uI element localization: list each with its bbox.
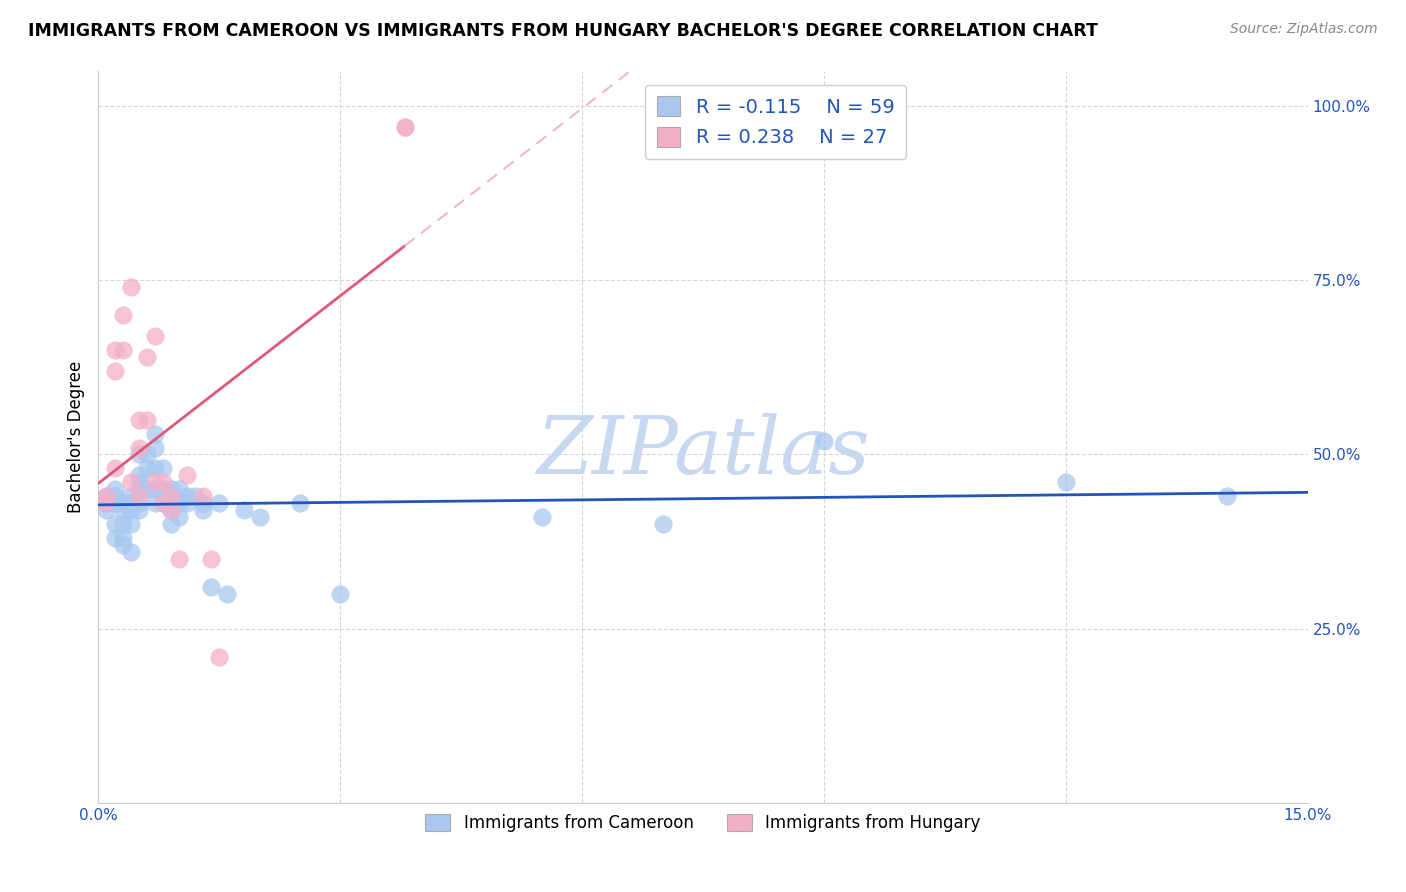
Legend: Immigrants from Cameroon, Immigrants from Hungary: Immigrants from Cameroon, Immigrants fro… — [419, 807, 987, 838]
Point — [103, 343, 125, 357]
Point — [160, 503, 183, 517]
Point — [208, 649, 231, 664]
Point — [152, 483, 174, 497]
Point — [208, 496, 231, 510]
Point — [120, 517, 142, 532]
Point — [103, 517, 125, 532]
Point — [193, 496, 215, 510]
Point — [176, 468, 198, 483]
Point — [103, 531, 125, 545]
Point — [176, 489, 198, 503]
Point — [160, 496, 183, 510]
Point — [111, 308, 134, 322]
Point — [167, 496, 190, 510]
Point — [143, 426, 166, 441]
Point — [111, 343, 134, 357]
Point — [120, 545, 142, 559]
Point — [394, 120, 416, 134]
Point — [143, 441, 166, 455]
Point — [111, 496, 134, 510]
Point — [152, 496, 174, 510]
Point — [135, 350, 157, 364]
Point — [167, 483, 190, 497]
Point — [530, 510, 553, 524]
Point — [184, 489, 207, 503]
Point — [143, 475, 166, 490]
Point — [1216, 489, 1239, 503]
Point — [111, 538, 134, 552]
Point — [152, 496, 174, 510]
Point — [160, 489, 183, 503]
Point — [120, 496, 142, 510]
Point — [111, 531, 134, 545]
Point — [128, 412, 150, 426]
Point — [329, 587, 352, 601]
Point — [200, 580, 222, 594]
Point — [143, 461, 166, 475]
Text: ZIPatlas: ZIPatlas — [536, 413, 870, 491]
Point — [249, 510, 271, 524]
Point — [160, 517, 183, 532]
Point — [232, 503, 254, 517]
Point — [143, 496, 166, 510]
Point — [135, 483, 157, 497]
Point — [128, 483, 150, 497]
Point — [96, 496, 118, 510]
Point — [135, 448, 157, 462]
Point — [394, 120, 416, 134]
Point — [167, 552, 190, 566]
Point — [135, 412, 157, 426]
Point — [103, 461, 125, 475]
Y-axis label: Bachelor's Degree: Bachelor's Degree — [66, 361, 84, 513]
Point — [167, 510, 190, 524]
Point — [111, 517, 134, 532]
Point — [160, 483, 183, 497]
Point — [288, 496, 311, 510]
Point — [96, 489, 118, 503]
Point — [143, 329, 166, 343]
Point — [135, 461, 157, 475]
Point — [128, 441, 150, 455]
Point — [128, 503, 150, 517]
Point — [128, 489, 150, 503]
Point — [143, 483, 166, 497]
Point — [1054, 475, 1077, 490]
Point — [128, 468, 150, 483]
Point — [120, 503, 142, 517]
Point — [128, 448, 150, 462]
Point — [111, 503, 134, 517]
Point — [152, 475, 174, 490]
Point — [103, 496, 125, 510]
Point — [96, 489, 118, 503]
Point — [103, 489, 125, 503]
Point — [120, 475, 142, 490]
Text: IMMIGRANTS FROM CAMEROON VS IMMIGRANTS FROM HUNGARY BACHELOR'S DEGREE CORRELATIO: IMMIGRANTS FROM CAMEROON VS IMMIGRANTS F… — [28, 22, 1098, 40]
Point — [103, 483, 125, 497]
Point — [217, 587, 239, 601]
Point — [193, 503, 215, 517]
Text: Source: ZipAtlas.com: Source: ZipAtlas.com — [1230, 22, 1378, 37]
Point — [96, 503, 118, 517]
Point — [160, 503, 183, 517]
Point — [813, 434, 835, 448]
Point — [200, 552, 222, 566]
Point — [128, 496, 150, 510]
Point — [651, 517, 673, 532]
Point — [128, 475, 150, 490]
Point — [152, 461, 174, 475]
Point — [176, 496, 198, 510]
Point — [103, 364, 125, 378]
Point — [96, 496, 118, 510]
Point — [193, 489, 215, 503]
Point — [120, 489, 142, 503]
Point — [120, 280, 142, 294]
